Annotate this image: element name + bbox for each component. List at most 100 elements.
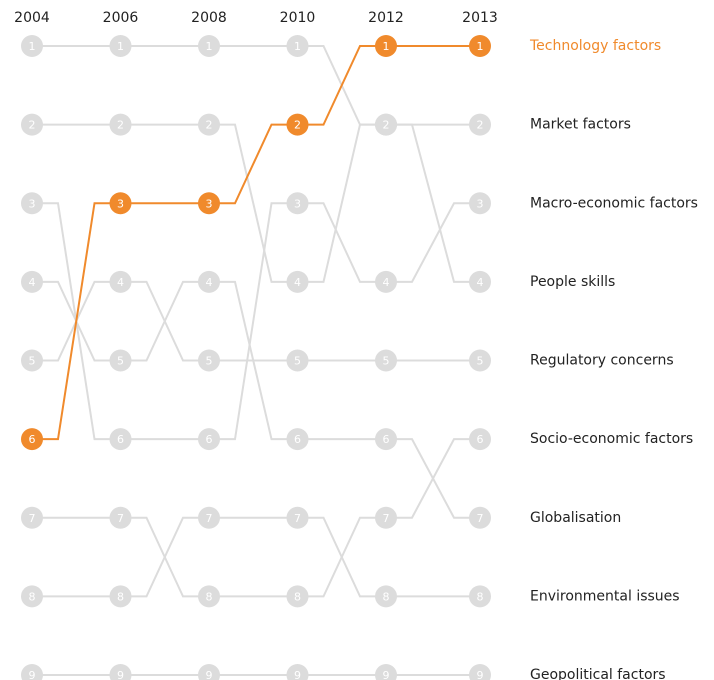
rank-dot [198, 270, 220, 293]
rank-number: 2 [206, 119, 213, 132]
rank-number: 9 [206, 669, 213, 680]
rank-number: 3 [206, 197, 213, 210]
year-label: 2012 [368, 10, 404, 26]
rank-dot [286, 585, 309, 608]
series-label: Globalisation [530, 510, 621, 526]
rank-number: 5 [477, 355, 484, 368]
rank-line [32, 45, 480, 441]
rank-number: 9 [383, 669, 390, 680]
rank-number: 9 [477, 669, 484, 680]
rank-dot [198, 428, 220, 451]
rank-dot [21, 585, 43, 608]
rank-dot [21, 349, 43, 372]
rank-dot [375, 113, 397, 136]
rank-line [32, 45, 480, 126]
rank-number: 4 [206, 276, 213, 289]
rank-number: 5 [383, 355, 390, 368]
rank-dot [109, 506, 132, 529]
rank-number: 4 [383, 276, 390, 289]
rank-dot [286, 192, 309, 215]
rank-line [32, 280, 480, 362]
rank-dot [21, 270, 43, 293]
year-label: 2004 [14, 10, 50, 26]
rank-dot [109, 349, 132, 372]
rank-number: 9 [117, 669, 124, 680]
rank-line [32, 202, 480, 441]
rank-number: 7 [206, 512, 213, 525]
rank-number: 5 [206, 355, 213, 368]
rank-dot [375, 428, 397, 451]
rank-line [32, 280, 480, 519]
rank-number: 3 [294, 197, 301, 210]
year-label: 2013 [462, 10, 498, 26]
rank-number: 3 [117, 197, 124, 210]
rank-dot [21, 506, 43, 529]
series-label: Geopolitical factors [530, 667, 666, 680]
rank-dot [198, 192, 220, 215]
rank-number: 5 [294, 355, 301, 368]
rank-dot [286, 664, 309, 680]
rank-dot [375, 664, 397, 680]
rank-number: 8 [477, 590, 484, 603]
rank-dot [469, 428, 491, 451]
rank-number: 2 [117, 119, 124, 132]
rank-number: 5 [117, 355, 124, 368]
rank-dot [21, 428, 43, 451]
rank-dot [286, 349, 309, 372]
rank-number: 8 [294, 590, 301, 603]
rank-dot [375, 349, 397, 372]
rank-number: 6 [294, 433, 301, 446]
rank-dot [469, 270, 491, 293]
year-label: 2006 [103, 10, 139, 26]
rank-number: 1 [206, 40, 213, 53]
rank-dot [469, 192, 491, 215]
rank-number: 8 [29, 590, 36, 603]
rank-dot [198, 349, 220, 372]
rank-dot [21, 664, 43, 680]
rank-dot [286, 506, 309, 529]
rank-dot [198, 506, 220, 529]
rank-number: 2 [477, 119, 484, 132]
year-label: 2008 [191, 10, 227, 26]
rank-dot [286, 428, 309, 451]
rank-number: 4 [477, 276, 484, 289]
rank-number: 4 [294, 276, 301, 289]
series-label: Macro-economic factors [530, 195, 698, 211]
rank-number: 4 [117, 276, 124, 289]
rank-line [32, 438, 480, 598]
rank-number: 1 [383, 40, 390, 53]
rank-number: 7 [294, 512, 301, 525]
rank-dot [469, 664, 491, 680]
rank-dot [375, 270, 397, 293]
series-label: Technology factors [529, 38, 661, 54]
rank-number: 7 [117, 512, 124, 525]
rank-number: 9 [294, 669, 301, 680]
series-label: People skills [530, 274, 615, 290]
rank-dot [109, 192, 132, 215]
rank-dot [198, 664, 220, 680]
rank-number: 1 [477, 40, 484, 53]
rank-number: 1 [117, 40, 124, 53]
rank-number: 8 [117, 590, 124, 603]
rank-number: 2 [29, 119, 36, 132]
series-label: Market factors [530, 117, 631, 133]
rank-dot [109, 664, 132, 680]
rank-number: 8 [206, 590, 213, 603]
rank-dot [109, 113, 132, 136]
rank-number: 6 [383, 433, 390, 446]
rank-number: 3 [29, 197, 36, 210]
rank-number: 6 [477, 433, 484, 446]
rank-number: 5 [29, 355, 36, 368]
rank-number: 7 [29, 512, 36, 525]
series-label: Socio-economic factors [530, 431, 693, 447]
rank-number: 3 [477, 197, 484, 210]
rank-dot [375, 35, 397, 57]
rank-number: 6 [117, 433, 124, 446]
rank-dot [109, 270, 132, 293]
rank-line [32, 516, 480, 598]
rank-number: 7 [477, 512, 484, 525]
rank-dot [109, 428, 132, 451]
rank-dot [469, 585, 491, 608]
rank-dot [198, 113, 220, 136]
